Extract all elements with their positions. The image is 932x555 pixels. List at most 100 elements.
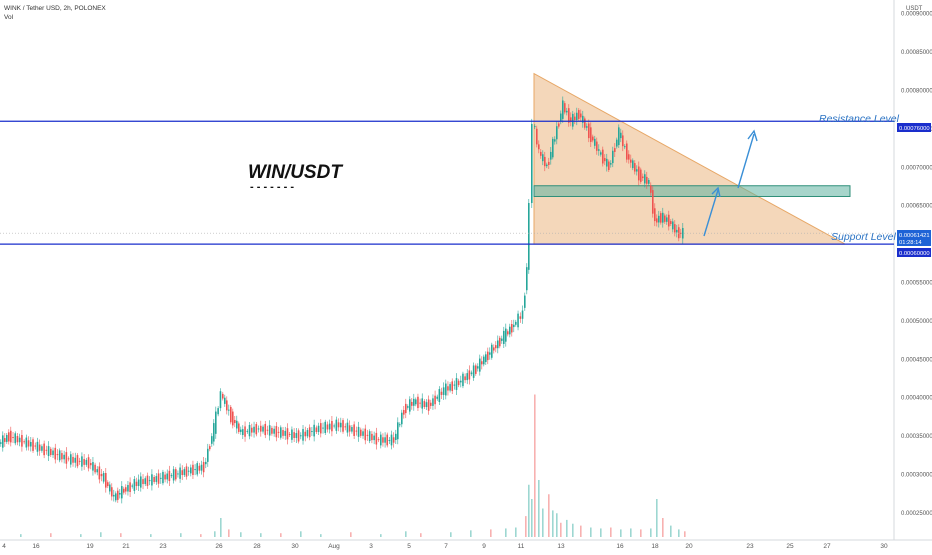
- candle-body: [61, 453, 63, 460]
- candle-body: [179, 467, 181, 479]
- resistance-label[interactable]: Resistance Level: [819, 113, 900, 125]
- volume-bar: [560, 522, 562, 537]
- volume-bar: [405, 531, 407, 537]
- candle-body: [405, 403, 407, 414]
- volume-bar: [100, 532, 102, 537]
- candle-body: [32, 439, 34, 451]
- volume-bar: [531, 499, 533, 537]
- candle-body: [200, 464, 203, 471]
- candle-body: [320, 423, 322, 434]
- candle-body: [562, 100, 564, 119]
- volume-bar: [214, 531, 216, 537]
- candle-body: [313, 424, 315, 437]
- candle-body: [466, 373, 469, 381]
- candle-body: [311, 431, 313, 433]
- candle-body: [337, 422, 340, 428]
- candle-body: [306, 430, 309, 437]
- x-tick-label: 19: [86, 543, 94, 550]
- candle-body: [384, 437, 386, 443]
- candle-body: [542, 154, 544, 162]
- volume-bar: [320, 534, 322, 537]
- candle-body: [72, 456, 74, 463]
- candle-body: [155, 476, 158, 482]
- x-tick-label: 26: [215, 543, 223, 550]
- candle-body: [326, 424, 329, 430]
- candle-body: [268, 425, 271, 436]
- candle-body: [654, 208, 656, 222]
- candle-body: [8, 432, 10, 442]
- candle-body: [470, 372, 473, 375]
- candle-body: [453, 384, 456, 386]
- candle-body: [54, 447, 57, 460]
- candle-body: [401, 412, 403, 425]
- candle-body: [282, 430, 284, 436]
- candle-body: [288, 434, 291, 436]
- candle-body: [144, 478, 147, 485]
- currency-label: USDT: [906, 6, 923, 12]
- price-scale[interactable]: [894, 0, 932, 540]
- candle-body: [419, 402, 421, 404]
- candle-body: [205, 461, 207, 465]
- candle-body: [501, 338, 503, 341]
- breakout-zone-box[interactable]: [533, 185, 851, 197]
- pair-title[interactable]: WIN/USDT: [248, 162, 343, 183]
- candle-body: [515, 321, 517, 325]
- candle-body: [56, 454, 59, 456]
- candle-body: [351, 427, 353, 432]
- descending-triangle[interactable]: [533, 72, 846, 245]
- candle-body: [137, 479, 140, 487]
- candle-body: [198, 465, 201, 471]
- candle-body: [449, 384, 451, 391]
- support-label[interactable]: Support Level: [831, 231, 896, 243]
- candle-body: [38, 444, 41, 451]
- candle-body: [2, 435, 4, 448]
- candle-body: [151, 474, 153, 486]
- x-tick-label: 21: [122, 543, 130, 550]
- candle-body: [255, 424, 258, 435]
- candle-body: [442, 387, 445, 395]
- volume-bar: [470, 530, 472, 537]
- candle-body: [427, 399, 430, 411]
- candle-body: [417, 396, 419, 409]
- volume-bar: [450, 532, 452, 537]
- arrow-to-zone[interactable]: [703, 189, 719, 237]
- candle-body: [300, 435, 302, 437]
- candle-body: [566, 110, 568, 113]
- candle-body: [380, 434, 382, 446]
- candle-body: [517, 313, 519, 328]
- volume-bar: [300, 531, 302, 537]
- candle-body: [540, 151, 542, 156]
- candle-body: [472, 365, 475, 378]
- candle-body: [302, 429, 304, 441]
- candle-body: [672, 221, 674, 230]
- candle-body: [648, 179, 650, 184]
- volume-bar: [525, 516, 527, 537]
- candle-body: [489, 352, 491, 355]
- candle-body: [135, 481, 138, 487]
- volume-bar: [678, 529, 680, 537]
- candle-body: [238, 423, 240, 432]
- candle-body: [622, 135, 624, 147]
- candle-body: [52, 450, 54, 456]
- candle-body: [293, 432, 295, 438]
- candle-body: [355, 430, 358, 432]
- candle-body: [576, 112, 578, 121]
- candle-body: [98, 466, 101, 480]
- candle-body: [580, 113, 582, 118]
- candle-body: [455, 378, 458, 390]
- candle-body: [209, 446, 211, 450]
- candle-body: [322, 427, 324, 429]
- y-tick-label: 0.00030000: [901, 473, 932, 479]
- volume-label: Vol: [4, 14, 14, 21]
- arrow-to-resistance[interactable]: [737, 133, 755, 189]
- current-price-text: 0.00061421: [899, 233, 930, 239]
- candle-body: [534, 126, 536, 128]
- support-price-tag: [897, 248, 931, 257]
- volume-bar: [80, 534, 82, 537]
- candle-body: [196, 463, 199, 475]
- candle-body: [528, 203, 530, 270]
- candle-body: [445, 383, 447, 396]
- candle-body: [460, 380, 462, 383]
